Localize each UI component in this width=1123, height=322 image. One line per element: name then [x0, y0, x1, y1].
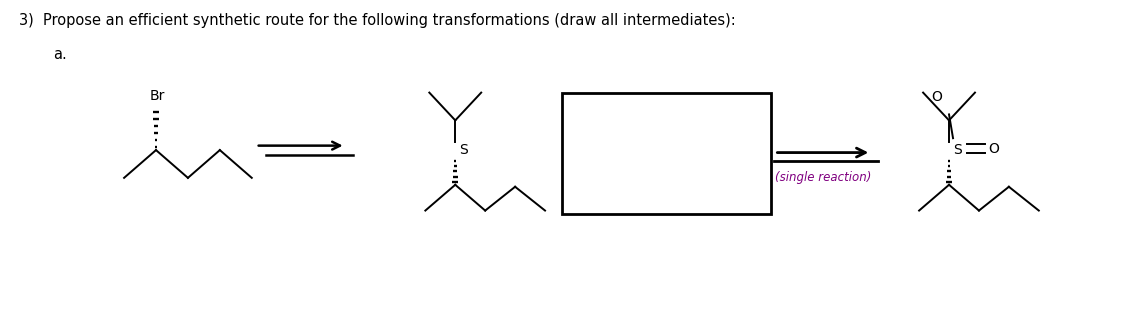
- Bar: [562, 93, 772, 213]
- Text: S: S: [459, 143, 468, 157]
- Text: S: S: [953, 143, 961, 157]
- Text: O: O: [932, 90, 942, 105]
- Text: 3)  Propose an efficient synthetic route for the following transformations (draw: 3) Propose an efficient synthetic route …: [19, 13, 736, 28]
- Text: O: O: [988, 142, 998, 156]
- Text: a.: a.: [53, 47, 67, 62]
- Text: (single reaction): (single reaction): [775, 171, 871, 185]
- Text: Br: Br: [150, 89, 165, 102]
